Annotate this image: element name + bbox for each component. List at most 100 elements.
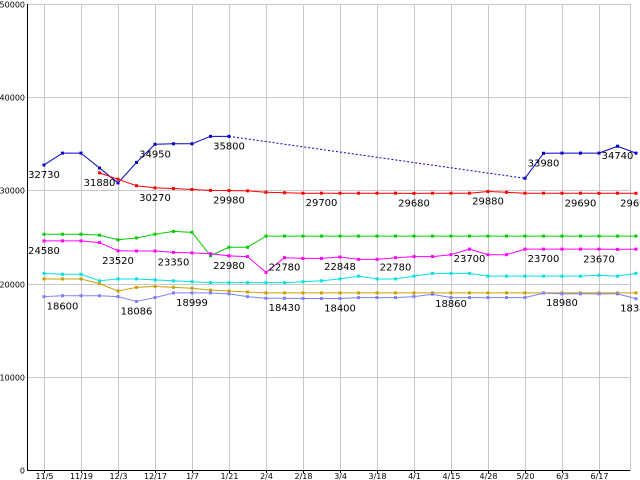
data-label: 22848 xyxy=(324,262,356,273)
data-label: 31880 xyxy=(84,178,116,189)
data-point xyxy=(190,230,194,234)
data-point xyxy=(264,190,268,194)
data-point xyxy=(634,234,638,238)
x-tick-label: 12/3 xyxy=(110,472,128,480)
data-point xyxy=(301,234,305,238)
series-segment xyxy=(80,240,100,244)
data-point xyxy=(153,186,157,190)
series-segment xyxy=(117,286,137,292)
data-point xyxy=(135,285,138,289)
data-point xyxy=(209,134,212,138)
data-label: 22980 xyxy=(213,261,245,272)
data-point xyxy=(542,274,545,278)
data-point xyxy=(505,296,508,300)
series-segment xyxy=(43,295,63,298)
series-segment xyxy=(543,292,563,295)
series-segment xyxy=(247,256,267,273)
data-label: 33980 xyxy=(528,158,560,169)
data-point xyxy=(338,277,342,281)
series-segment xyxy=(191,232,211,256)
data-point xyxy=(523,234,527,238)
data-point xyxy=(98,279,101,283)
data-point xyxy=(338,234,342,238)
data-point xyxy=(116,295,120,299)
x-tick-label: 2/4 xyxy=(260,472,273,480)
data-point xyxy=(116,249,120,253)
data-point xyxy=(597,191,601,195)
series-segment xyxy=(339,256,359,260)
data-point xyxy=(560,151,564,155)
data-point xyxy=(579,292,582,296)
data-point xyxy=(320,279,323,283)
data-label: 29680 xyxy=(398,198,430,209)
series-segment xyxy=(99,283,119,292)
data-point xyxy=(42,295,46,299)
series-segment xyxy=(191,287,211,291)
data-point xyxy=(61,272,64,276)
x-tick-label: 3/4 xyxy=(334,472,347,480)
data-point xyxy=(579,247,582,251)
data-point xyxy=(98,166,101,170)
data-point xyxy=(172,142,175,146)
data-point xyxy=(468,191,471,195)
series-segment xyxy=(80,273,100,282)
series-segment xyxy=(450,248,470,256)
data-point xyxy=(486,190,490,194)
data-point xyxy=(301,280,305,284)
data-point xyxy=(338,297,342,301)
data-point xyxy=(375,191,379,195)
x-tick-label: 5/20 xyxy=(517,472,535,480)
data-point xyxy=(357,291,360,295)
data-label: 35800 xyxy=(213,141,245,152)
data-point xyxy=(172,279,175,283)
series-segment xyxy=(43,272,63,275)
data-label: 29690 xyxy=(620,198,640,209)
data-point xyxy=(79,239,83,243)
data-point xyxy=(523,247,527,251)
data-point xyxy=(42,277,46,281)
series-segment xyxy=(524,153,544,179)
data-point xyxy=(394,291,397,295)
data-point xyxy=(357,296,360,300)
data-point xyxy=(264,234,268,238)
data-point xyxy=(190,187,194,191)
series-segment xyxy=(99,278,119,282)
data-point xyxy=(153,249,157,253)
series-segment xyxy=(210,289,230,292)
series-segment xyxy=(469,272,489,277)
x-tick-label: 1/21 xyxy=(221,472,239,480)
data-point xyxy=(616,144,619,148)
y-tick-label: 50000 xyxy=(0,1,25,10)
data-label: 24580 xyxy=(28,246,60,257)
data-label: 22780 xyxy=(380,263,412,274)
x-tick-label: 11/19 xyxy=(70,472,93,480)
series-segment xyxy=(302,280,322,283)
data-point xyxy=(579,274,582,278)
y-tick-label: 30000 xyxy=(0,187,25,196)
series-segment xyxy=(247,291,267,294)
series-lines xyxy=(42,134,638,303)
data-point xyxy=(61,294,64,298)
series-segment xyxy=(154,230,174,235)
data-point xyxy=(634,291,638,295)
series-segment xyxy=(580,274,600,277)
series-segment xyxy=(136,297,156,302)
data-point xyxy=(172,291,175,295)
series-segment xyxy=(487,191,507,193)
data-point xyxy=(79,294,83,298)
series-segment xyxy=(191,135,211,145)
y-tick-label: 20000 xyxy=(0,281,25,290)
data-point xyxy=(135,236,138,240)
data-point xyxy=(412,291,416,295)
data-point xyxy=(61,232,64,236)
data-point xyxy=(412,255,416,259)
data-point xyxy=(523,191,527,195)
series-3 xyxy=(42,239,638,274)
series-segment xyxy=(506,191,526,194)
series-segment xyxy=(247,190,267,193)
series-segment xyxy=(80,152,100,169)
data-point xyxy=(394,296,397,300)
data-label: 18430 xyxy=(269,303,301,314)
data-point xyxy=(190,280,194,284)
